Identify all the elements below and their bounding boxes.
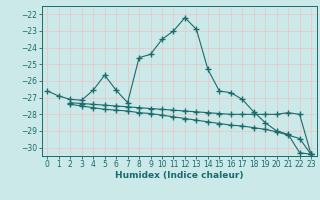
X-axis label: Humidex (Indice chaleur): Humidex (Indice chaleur) xyxy=(115,171,244,180)
